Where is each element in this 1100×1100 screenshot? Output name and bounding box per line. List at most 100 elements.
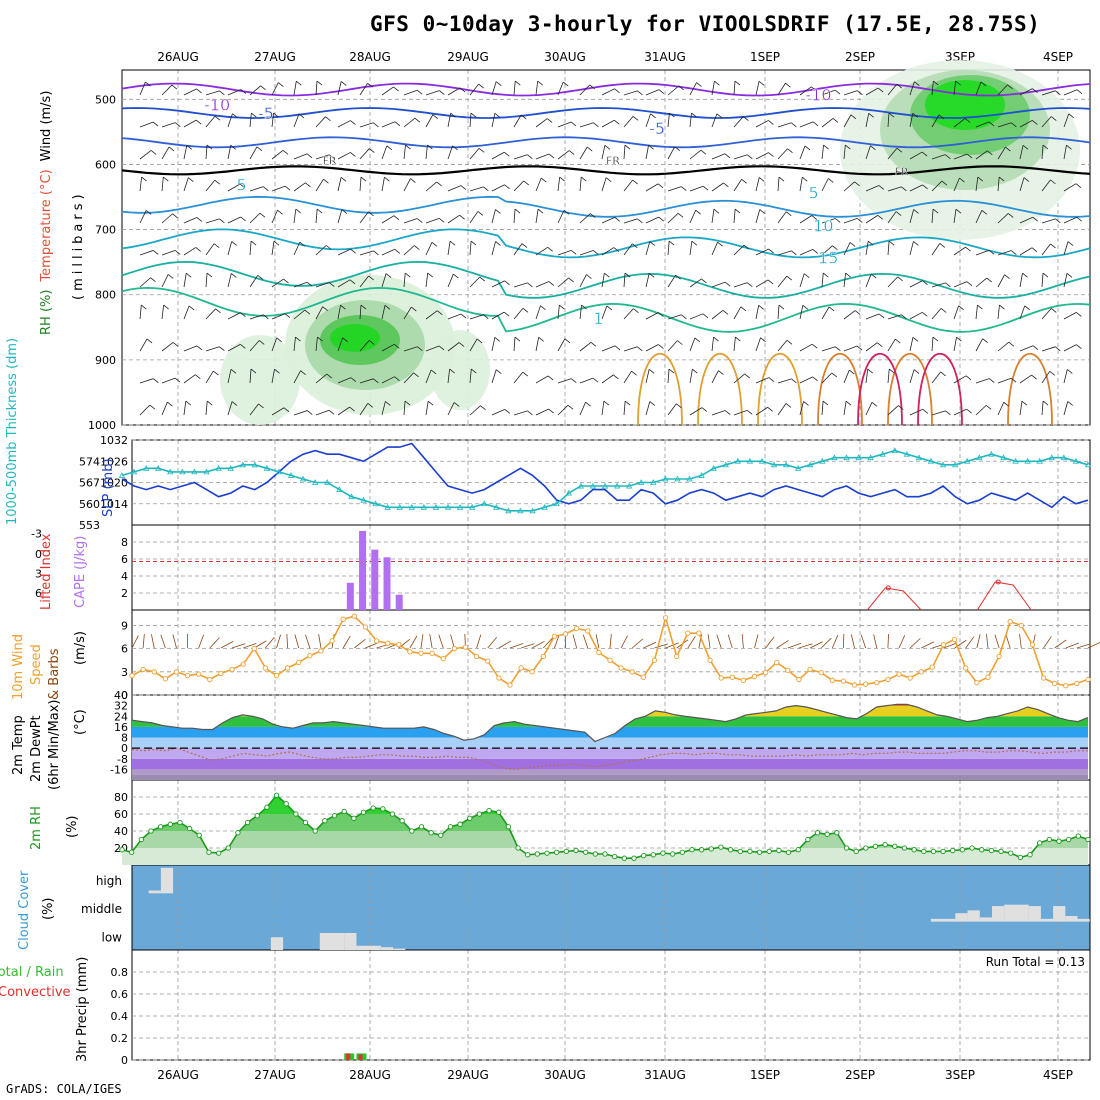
wind-barb-flag xyxy=(744,373,750,379)
wind-barb xyxy=(623,90,638,96)
wind-barb-flag xyxy=(547,246,553,252)
wind-barb-flag xyxy=(257,275,263,280)
wind-speed-line-point xyxy=(1007,618,1013,625)
wind-barb-10m xyxy=(1076,643,1091,649)
wind-barb-10m xyxy=(976,634,981,649)
wind-barb xyxy=(755,305,760,320)
thickness-line-point xyxy=(239,461,246,468)
rh2m-line-point xyxy=(737,848,743,855)
wind-barb-10m xyxy=(131,635,139,649)
wind-barb xyxy=(535,408,549,416)
top-date-label: 31AUG xyxy=(644,50,686,64)
wind-barb-flag xyxy=(231,273,237,278)
wind-barb-flag xyxy=(437,310,443,315)
rh2m-line-point xyxy=(370,805,376,811)
wind-barb xyxy=(975,121,990,128)
wind-barb xyxy=(645,312,659,320)
rh2m-line-point xyxy=(988,847,995,854)
wind-barb xyxy=(425,181,437,192)
rh2m-line-point xyxy=(592,851,598,857)
wind-barb xyxy=(557,210,565,224)
rh2m-line-point xyxy=(476,811,483,817)
wind-barb-flag xyxy=(939,243,946,248)
wind-barb-flag xyxy=(758,304,764,310)
wind-barb-flag xyxy=(393,215,400,220)
wind-barb-flag xyxy=(405,144,411,150)
bottom-date-label: 3SEP xyxy=(945,1068,975,1082)
wind-barb-flag xyxy=(232,113,238,119)
wind-barb xyxy=(931,243,941,256)
isotherm-label: FR xyxy=(606,154,620,167)
rh2m-line-point xyxy=(1008,850,1014,856)
wind-barb-flag xyxy=(648,369,655,374)
wind-barb xyxy=(953,375,967,384)
wind-barb-flag xyxy=(325,116,331,122)
wind-barb-10m xyxy=(898,635,906,649)
rh2m-line-point xyxy=(1046,836,1053,843)
warm-isotherm xyxy=(1007,352,1053,426)
wind-barb xyxy=(689,210,697,224)
wind-barb xyxy=(689,149,702,160)
wind-barb xyxy=(931,308,942,320)
wind-barb-flag xyxy=(284,313,291,319)
wind-barb-flag xyxy=(1032,88,1038,93)
thickness-line-point xyxy=(855,454,862,461)
wind-speed-line-point xyxy=(585,628,591,634)
wind-barb-flag xyxy=(812,121,819,127)
wind-barb-flag xyxy=(877,87,884,93)
wind-barb-flag xyxy=(964,118,971,123)
thickness-line-point xyxy=(348,493,355,500)
wind-barb-flag xyxy=(987,150,993,156)
thickness-line-point xyxy=(698,472,705,478)
wind-barb-flag xyxy=(786,211,792,217)
wind-barb-flag xyxy=(746,410,753,415)
wind-speed-line-point xyxy=(996,653,1002,660)
wind-barb xyxy=(183,247,196,256)
cloud-bar xyxy=(380,947,394,950)
wind-barb-flag xyxy=(871,402,878,407)
wind-barb xyxy=(953,209,957,224)
wind-barb xyxy=(601,401,605,416)
wind-speed-line-point xyxy=(196,671,202,677)
wind-barb-10m xyxy=(476,634,482,649)
wind-barb-flag xyxy=(895,338,901,344)
wind-barb xyxy=(381,177,385,192)
wind-barb xyxy=(821,89,836,96)
cloud-bar xyxy=(344,933,357,950)
thickness-line-point xyxy=(541,503,548,510)
cloud-bar xyxy=(1077,918,1090,922)
wind-barb-flag xyxy=(483,186,489,192)
wind-barb-flag xyxy=(681,314,687,320)
wind-barb-flag xyxy=(427,400,434,406)
wind-barb-flag xyxy=(548,153,555,159)
wind-barb-flag xyxy=(394,121,401,127)
upper-ylabel-part: Wind (m/s) xyxy=(39,91,54,162)
wind-barb-flag xyxy=(632,243,638,249)
wind-barb xyxy=(579,377,594,384)
wind-barb-flag xyxy=(277,209,283,215)
wind-barb xyxy=(777,340,788,352)
wind-barb-flag xyxy=(494,336,501,342)
wind-barb-flag xyxy=(632,179,638,185)
wind-barb xyxy=(249,314,264,320)
wind-speed-line-point xyxy=(729,674,735,680)
wind-barb xyxy=(161,146,170,160)
rh2m-line-point xyxy=(322,818,328,824)
wind-speed-line-point xyxy=(407,649,413,655)
lifted-index-line xyxy=(866,587,922,611)
wind-barb xyxy=(623,218,638,224)
thickness-line-point xyxy=(625,482,633,489)
wind-barb-flag xyxy=(546,118,553,123)
wind-barb-flag xyxy=(1023,177,1030,182)
wind-barb xyxy=(579,84,590,96)
wind-barb xyxy=(887,276,898,288)
wind-barb-flag xyxy=(956,336,962,342)
isotherm-label: 5 xyxy=(808,183,818,202)
wind-barb xyxy=(821,306,830,320)
wind-barb xyxy=(953,246,966,256)
wind-barb xyxy=(711,242,718,256)
cape-bar xyxy=(359,530,367,610)
wind-barb-10m xyxy=(231,643,246,649)
wind-barb-flag xyxy=(349,279,356,285)
wind-barb-flag xyxy=(504,184,510,190)
